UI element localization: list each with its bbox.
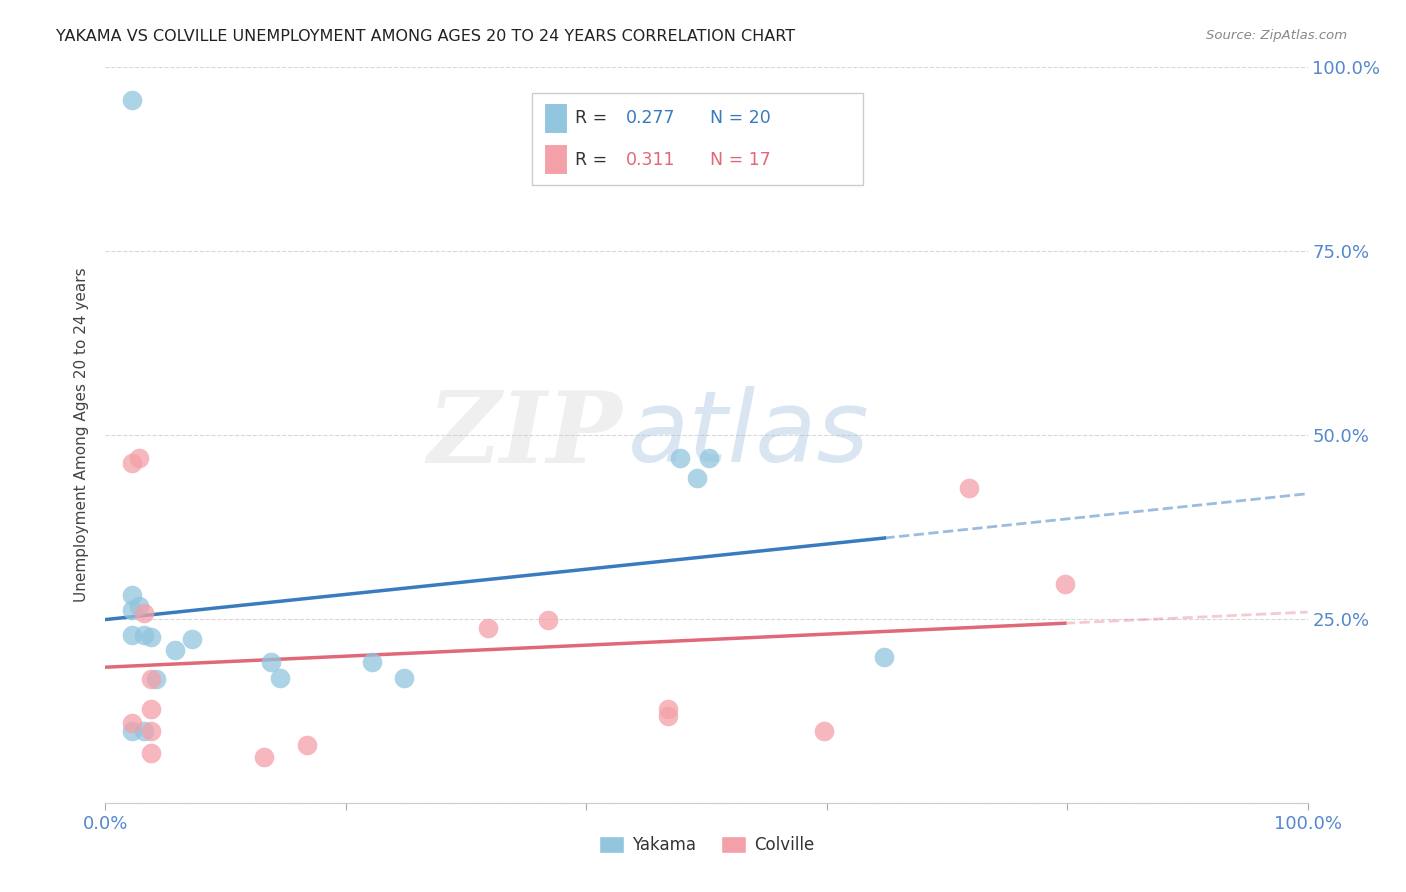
Legend: Yakama, Colville: Yakama, Colville <box>592 830 821 861</box>
Point <box>128 599 150 613</box>
Point <box>361 655 384 669</box>
Point <box>873 650 896 665</box>
Y-axis label: Unemployment Among Ages 20 to 24 years: Unemployment Among Ages 20 to 24 years <box>75 268 90 602</box>
Point <box>121 456 143 470</box>
Point <box>686 470 709 484</box>
Point <box>121 93 143 107</box>
Point <box>269 671 291 685</box>
Point <box>145 672 167 686</box>
Point <box>957 481 980 495</box>
Bar <box>544 145 568 175</box>
Text: R =: R = <box>575 151 613 169</box>
Text: N = 20: N = 20 <box>710 110 770 128</box>
FancyBboxPatch shape <box>533 93 863 185</box>
Point <box>537 613 560 627</box>
Point <box>260 655 283 669</box>
Point <box>181 632 204 647</box>
Point <box>139 672 162 686</box>
Point <box>1053 576 1076 591</box>
Text: Source: ZipAtlas.com: Source: ZipAtlas.com <box>1206 29 1347 42</box>
Point <box>392 671 415 685</box>
Bar <box>544 103 568 134</box>
Point <box>297 739 319 753</box>
Point <box>132 723 155 738</box>
Point <box>128 451 150 466</box>
Point <box>139 746 162 760</box>
Point <box>139 701 162 715</box>
Point <box>121 716 143 731</box>
Point <box>121 628 143 642</box>
Point <box>132 606 155 620</box>
Point <box>669 451 692 466</box>
Point <box>813 723 835 738</box>
Point <box>121 603 143 617</box>
Text: YAKAMA VS COLVILLE UNEMPLOYMENT AMONG AGES 20 TO 24 YEARS CORRELATION CHART: YAKAMA VS COLVILLE UNEMPLOYMENT AMONG AG… <box>56 29 796 44</box>
Point <box>165 642 187 657</box>
Point <box>139 630 162 644</box>
Point <box>132 628 155 642</box>
Text: atlas: atlas <box>628 386 870 483</box>
Text: R =: R = <box>575 110 613 128</box>
Text: 0.277: 0.277 <box>626 110 675 128</box>
Point <box>121 723 143 738</box>
Point <box>697 451 720 466</box>
Point <box>477 621 499 635</box>
Text: ZIP: ZIP <box>427 386 623 483</box>
Point <box>139 723 162 738</box>
Point <box>121 588 143 602</box>
Point <box>657 701 679 715</box>
Text: 0.311: 0.311 <box>626 151 675 169</box>
Point <box>657 709 679 723</box>
Text: N = 17: N = 17 <box>710 151 770 169</box>
Point <box>253 750 276 764</box>
